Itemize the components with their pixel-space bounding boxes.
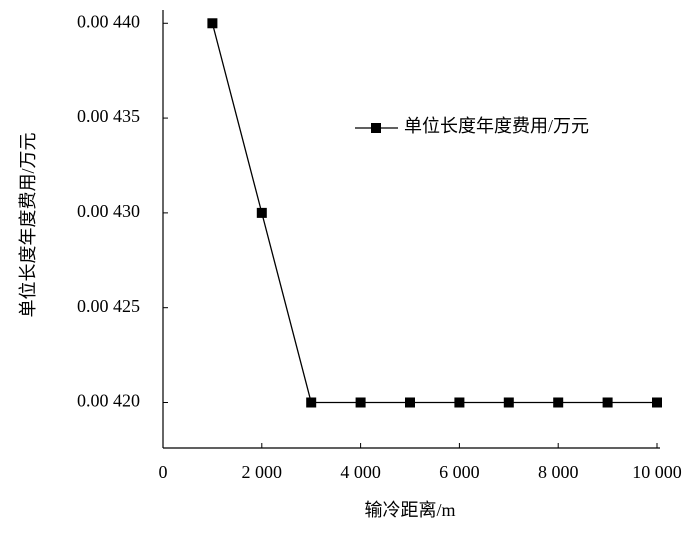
x-tick-label: 6 000: [439, 462, 480, 482]
x-tick-label: 10 000: [632, 462, 682, 482]
y-tick-label: 0.00 435: [77, 106, 140, 126]
marker: [405, 397, 415, 408]
x-tick-label: 0: [159, 462, 168, 482]
legend-marker: [371, 123, 381, 133]
marker: [602, 397, 613, 408]
marker: [652, 397, 662, 408]
marker: [355, 397, 366, 408]
series-line: [211, 23, 657, 404]
marker: [256, 207, 267, 218]
x-tick-label: 2 000: [242, 462, 283, 482]
x-tick-label: 4 000: [340, 462, 381, 482]
marker: [207, 18, 218, 29]
marker: [503, 397, 514, 408]
y-tick-label: 0.00 440: [77, 11, 140, 31]
marker: [306, 397, 317, 408]
y-tick-label: 0.00 430: [77, 201, 140, 221]
legend-label: 单位长度年度费用/万元: [404, 116, 589, 136]
x-axis-label: 输冷距离/m: [364, 500, 455, 520]
x-tick-label: 8 000: [538, 462, 579, 482]
marker: [553, 397, 564, 408]
y-tick-label: 0.00 425: [77, 296, 140, 316]
y-axis-label: 单位长度年度费用/万元: [18, 132, 38, 317]
y-tick-label: 0.00 420: [77, 391, 140, 411]
marker: [454, 397, 465, 408]
